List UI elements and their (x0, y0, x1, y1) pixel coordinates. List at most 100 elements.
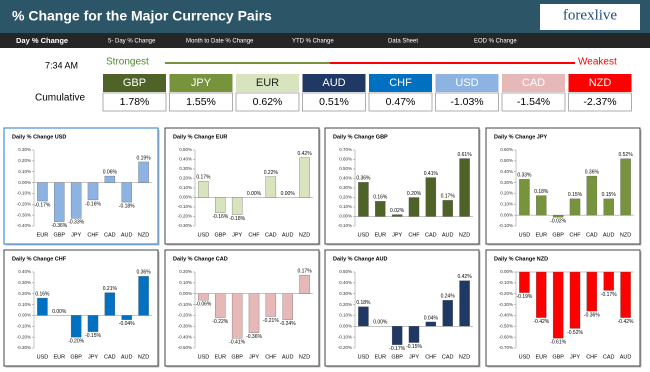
value-label: 0.22% (264, 170, 279, 176)
page-title: % Change for the Major Currency Pairs (12, 8, 272, 24)
nav-item[interactable]: 5- Day % Change (108, 39, 156, 45)
strongest-label: Strongest (106, 57, 149, 68)
y-tick-label: 0.30% (18, 147, 31, 152)
y-tick-label: 0.30% (339, 291, 352, 296)
y-tick-label: -0.20% (499, 291, 513, 296)
bar (104, 175, 116, 183)
y-tick-label: -0.30% (17, 345, 31, 350)
currency-header (169, 74, 233, 92)
chart-title: Daily % Change AUD (333, 256, 388, 262)
value-label: 0.42% (457, 274, 472, 280)
weakest-label: Weakest (578, 57, 617, 68)
y-tick-label: 0.00% (500, 269, 513, 274)
value-label: 0.00% (281, 191, 296, 197)
y-tick-label: -0.20% (178, 214, 192, 219)
y-tick-label: -0.10% (17, 191, 31, 196)
y-tick-label: -0.20% (17, 334, 31, 339)
y-tick-label: 0.50% (339, 166, 352, 171)
currency-change: 0.47% (386, 96, 416, 108)
bar (70, 182, 82, 219)
y-tick-label: 0.20% (500, 191, 513, 196)
bar (442, 200, 453, 217)
value-label: -0.52% (567, 330, 583, 336)
y-tick-label: -0.40% (178, 334, 192, 339)
y-tick-label: 0.20% (339, 302, 352, 307)
bar (408, 326, 420, 343)
currency-cell (435, 92, 499, 112)
bar (375, 201, 386, 217)
y-tick-label: -0.10% (17, 323, 31, 328)
bar (358, 182, 369, 217)
x-tick-label: AUD (442, 232, 454, 238)
x-tick-label: GBP (214, 232, 226, 238)
x-tick-label: JPY (71, 232, 81, 238)
value-label: 0.06% (103, 169, 118, 175)
value-label: 0.04% (424, 315, 439, 321)
currency-change: 0.51% (319, 96, 349, 108)
currency-name: AUD (322, 77, 345, 89)
x-tick-label: CAD (104, 354, 116, 360)
x-tick-label: NZD (620, 232, 631, 238)
value-label: -0.19% (517, 294, 533, 300)
nav-item[interactable]: Month to Date % Change (186, 39, 254, 45)
x-tick-label: JPY (392, 232, 402, 238)
y-tick-label: 0.40% (339, 176, 352, 181)
y-tick-label: 0.60% (500, 147, 513, 152)
chart-title: Daily % Change CAD (173, 256, 228, 262)
currency-change: -1.54% (517, 96, 550, 108)
nav-item[interactable]: YTD % Change (292, 39, 334, 45)
y-tick-label: 0.50% (179, 147, 192, 152)
value-label: 0.17% (441, 194, 456, 200)
y-tick-label: -0.20% (338, 345, 352, 350)
bar (248, 293, 260, 333)
x-tick-label: CAD (442, 354, 454, 360)
currency-name: EUR (256, 77, 279, 89)
value-label: 0.18% (356, 300, 371, 306)
y-tick-label: 0.20% (339, 195, 352, 200)
currency-header (103, 74, 166, 92)
bar (121, 182, 132, 203)
chart-frame (485, 127, 641, 245)
y-tick-label: 0.10% (18, 169, 31, 174)
x-tick-label: JPY (570, 354, 580, 360)
currency-name: GBP (123, 77, 146, 89)
currency-name: CAD (522, 77, 545, 89)
x-tick-label: CAD (104, 232, 116, 238)
nav-item[interactable]: Data Sheet (388, 39, 418, 45)
bar (121, 315, 132, 320)
bar (391, 214, 403, 217)
value-label: -0.15% (85, 333, 101, 339)
y-tick-label: 0.10% (179, 280, 192, 285)
chart-title: Daily % Change CHF (12, 256, 67, 262)
currency-header (369, 74, 432, 92)
y-tick-label: -0.10% (178, 204, 192, 209)
y-tick-label: -0.50% (499, 323, 513, 328)
x-tick-label: NZD (299, 354, 310, 360)
x-tick-label: EUR (53, 354, 65, 360)
currency-name: USD (455, 77, 478, 89)
value-label: -0.42% (533, 319, 549, 325)
bar (620, 158, 631, 216)
x-tick-label: NZD (299, 232, 310, 238)
x-tick-label: AUD (603, 232, 615, 238)
x-tick-label: AUD (121, 232, 133, 238)
x-tick-label: NZD (138, 354, 149, 360)
value-label: -0.33% (68, 220, 84, 226)
y-tick-label: 0.10% (339, 313, 352, 318)
nav-item[interactable]: Day % Change (16, 36, 68, 45)
bar (282, 293, 293, 320)
value-label: -0.36% (246, 334, 262, 340)
y-tick-label: -0.10% (338, 334, 352, 339)
currency-header (502, 74, 565, 92)
y-tick-label: 0.50% (500, 158, 513, 163)
y-tick-label: 0.60% (339, 157, 352, 162)
y-tick-label: -0.30% (499, 302, 513, 307)
chart-frame (485, 249, 641, 367)
bar (408, 197, 420, 217)
nav-item[interactable]: EOD % Change (474, 39, 517, 45)
value-label: -0.02% (550, 219, 566, 225)
bar (425, 321, 437, 327)
x-tick-label: USD (198, 354, 210, 360)
bar (37, 297, 48, 316)
bar (138, 276, 149, 316)
